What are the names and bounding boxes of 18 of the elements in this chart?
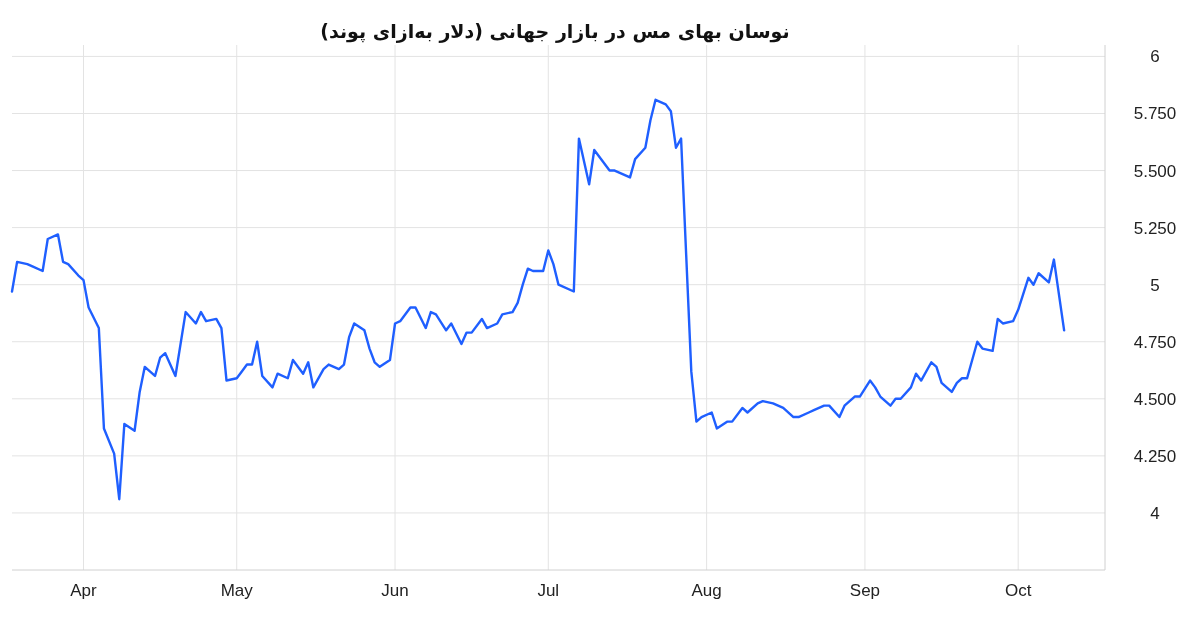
y-tick-label: 5.250 bbox=[1133, 218, 1177, 238]
x-tick-label: Apr bbox=[70, 581, 98, 600]
x-tick-label: Oct bbox=[1004, 581, 1032, 600]
y-tick-label: 4 bbox=[1150, 503, 1160, 523]
y-tick-label: 5.750 bbox=[1133, 104, 1177, 124]
x-tick-label: Aug bbox=[691, 581, 722, 600]
y-tick-label: 5.500 bbox=[1133, 161, 1177, 181]
x-tick-label: Jul bbox=[537, 581, 560, 600]
line-series bbox=[10, 98, 1066, 501]
y-tick-label: 4.250 bbox=[1133, 446, 1177, 466]
y-tick-label: 5 bbox=[1150, 275, 1160, 295]
x-tick-label: Sep bbox=[849, 581, 881, 600]
chart-title: نوسان بهای مس در بازار جهانی (دلار به‌ازای پوند) bbox=[320, 20, 790, 43]
y-tick-label: 4.500 bbox=[1133, 389, 1177, 409]
x-tick-label: Jun bbox=[381, 581, 409, 600]
y-tick-label: 4.750 bbox=[1133, 332, 1177, 352]
y-tick-label: 6 bbox=[1150, 47, 1160, 67]
x-tick-label: May bbox=[220, 581, 254, 600]
